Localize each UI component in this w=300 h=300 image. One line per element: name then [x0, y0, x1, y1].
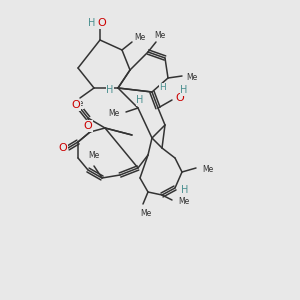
Text: Me: Me	[178, 196, 190, 206]
Text: Me: Me	[88, 152, 100, 160]
Text: H: H	[160, 83, 167, 92]
Text: H: H	[106, 85, 114, 95]
Text: Me: Me	[140, 209, 152, 218]
Text: O: O	[84, 121, 92, 131]
Text: Me: Me	[202, 164, 214, 173]
Text: H: H	[88, 18, 96, 28]
Text: Me: Me	[134, 34, 146, 43]
Text: H: H	[181, 185, 189, 195]
Text: Me: Me	[72, 100, 84, 109]
Text: Me: Me	[186, 73, 198, 82]
Text: H: H	[180, 85, 188, 95]
Text: O: O	[58, 143, 68, 153]
Text: H: H	[136, 95, 144, 105]
Text: Me: Me	[154, 32, 166, 40]
Text: O: O	[176, 93, 184, 103]
Text: Me: Me	[108, 109, 120, 118]
Text: O: O	[98, 18, 106, 28]
Text: O: O	[72, 100, 80, 110]
